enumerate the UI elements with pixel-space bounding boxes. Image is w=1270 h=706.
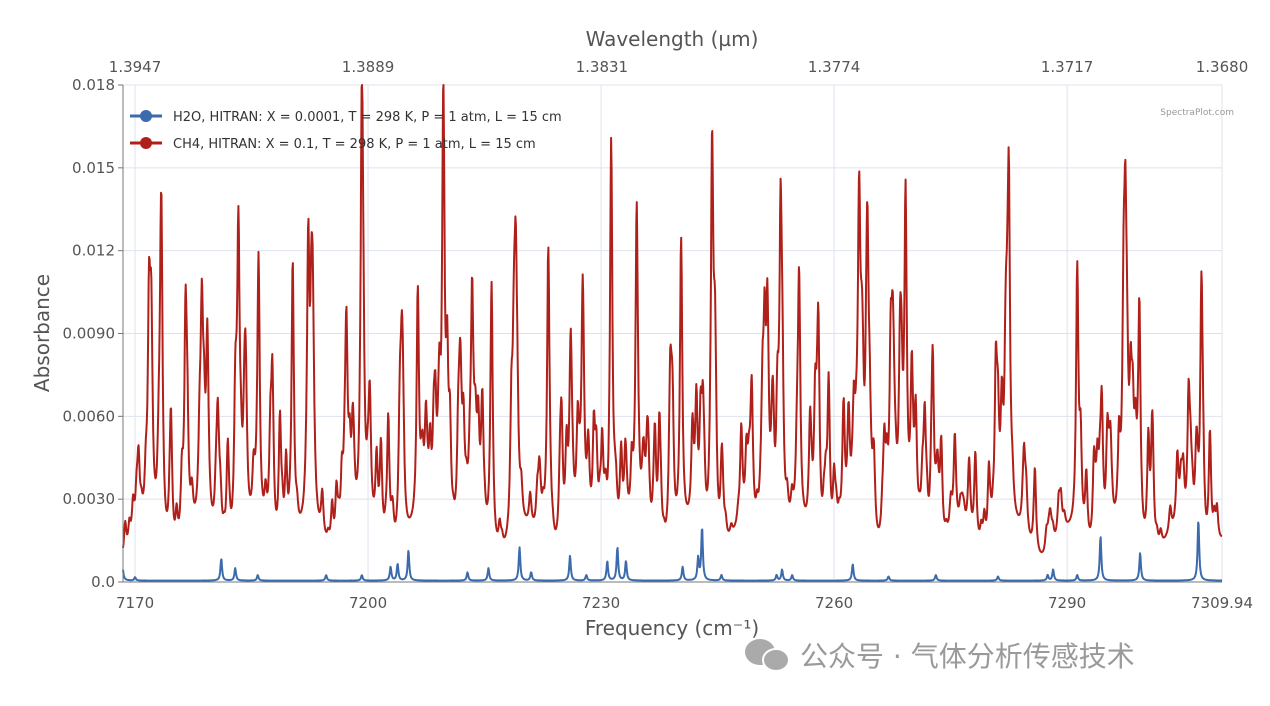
series-line-ch4 (122, 84, 1223, 554)
y-tick-label: 0.018 (72, 76, 115, 94)
x-tick-label: 7290 (1048, 594, 1086, 612)
x-tick-label: 7260 (815, 594, 853, 612)
y-tick-label: 0.0090 (63, 325, 116, 343)
legend-item-ch4[interactable]: CH4, HITRAN: X = 0.1, T = 298 K, P = 1 a… (130, 137, 536, 152)
y-tick-label: 0.0 (91, 573, 115, 591)
y-axis-title: Absorbance (30, 274, 54, 392)
x2-tick-label: 1.3680 (1196, 58, 1249, 76)
x2-tick-label: 1.3889 (342, 58, 395, 76)
wechat-icon (745, 639, 790, 672)
x-tick-label: 7309.94 (1191, 594, 1253, 612)
y-tick-label: 0.012 (72, 242, 115, 260)
x-tick-label: 7230 (582, 594, 620, 612)
x-tick-label: 7200 (349, 594, 387, 612)
x2-tick-label: 1.3947 (109, 58, 162, 76)
series-line-h2o (122, 521, 1223, 582)
x2-tick-label: 1.3717 (1041, 58, 1094, 76)
legend-label-ch4: CH4, HITRAN: X = 0.1, T = 298 K, P = 1 a… (173, 137, 536, 152)
x-tick-label: 7170 (116, 594, 154, 612)
x-axis-title: Frequency (cm⁻¹) (585, 616, 759, 640)
legend-marker-ch4 (140, 137, 152, 149)
series-layer (122, 84, 1223, 582)
wechat-watermark: 公众号 · 气体分析传感技术 (800, 640, 1135, 673)
y-tick-label: 0.0060 (63, 407, 116, 425)
legend-marker-h2o (140, 110, 152, 122)
spectraplot-watermark: SpectraPlot.com (1160, 108, 1234, 118)
x2-axis-title: Wavelength (µm) (586, 27, 759, 51)
x2-tick-label: 1.3831 (576, 58, 629, 76)
legend-label-h2o: H2O, HITRAN: X = 0.0001, T = 298 K, P = … (173, 110, 562, 125)
y-tick-label: 0.0030 (63, 490, 116, 508)
axes: 7170 7200 7230 7260 7290 7309.94 1.3947 1.3889 1… (63, 58, 1254, 612)
x2-tick-label: 1.3774 (808, 58, 861, 76)
legend-item-h2o[interactable]: H2O, HITRAN: X = 0.0001, T = 298 K, P = … (130, 110, 562, 125)
legend[interactable]: H2O, HITRAN: X = 0.0001, T = 298 K, P = … (130, 110, 562, 152)
y-tick-label: 0.015 (72, 159, 115, 177)
